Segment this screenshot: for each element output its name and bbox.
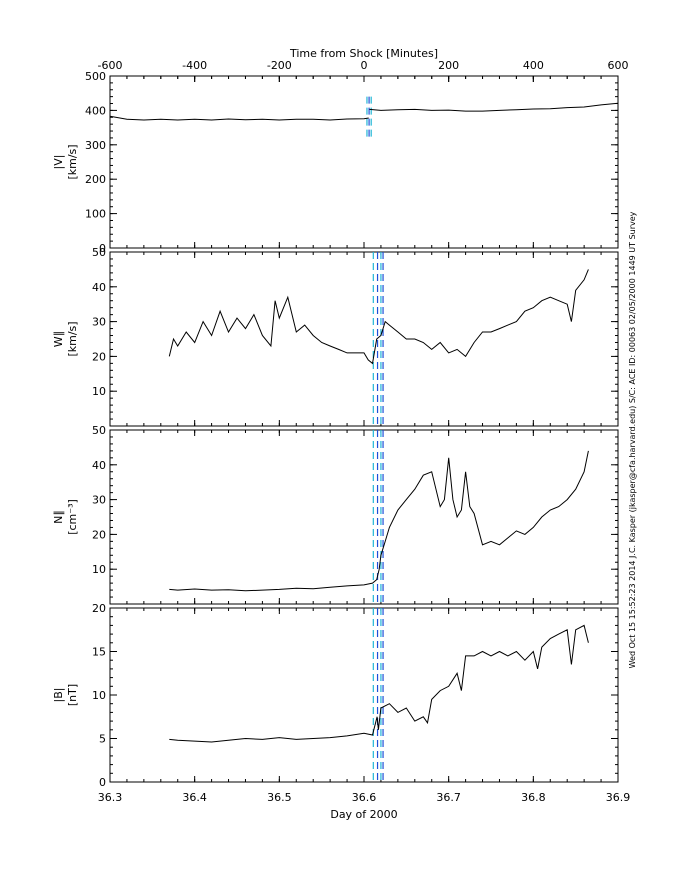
panel-frame: [109, 75, 619, 249]
panel-frame: [109, 251, 619, 427]
series-line-w: [168, 269, 589, 365]
y-axis-unit: [km/s]: [66, 144, 79, 179]
bottom-tick-label: 36.6: [352, 791, 377, 804]
bottom-axis-title: Day of 2000: [330, 808, 397, 821]
top-tick-label: 600: [608, 59, 629, 72]
series-line-b: [169, 624, 589, 743]
y-tick-label: 20: [92, 350, 106, 363]
panel-frame: [109, 607, 619, 783]
bottom-tick-label: 36.8: [521, 791, 546, 804]
side-annotation: Wed Oct 15 15:52:23 2014 J.C. Kasper (jk…: [628, 211, 637, 668]
y-axis-label: W∥: [52, 331, 65, 347]
y-tick-label: 0: [99, 242, 106, 255]
y-tick-label: 100: [85, 208, 106, 221]
y-tick-label: 10: [92, 385, 106, 398]
bottom-tick-label: 36.4: [182, 791, 207, 804]
y-tick-label: 20: [92, 602, 106, 615]
y-tick-label: 15: [92, 646, 106, 659]
bottom-day-axis: 36.3 36.4 36.5 36.6 36.7 36.8 36.9: [98, 791, 631, 804]
panel-v: 0 100 200 300 400 500 |V| [km/s]: [52, 70, 619, 255]
bottom-tick-label: 36.5: [267, 791, 292, 804]
series-line-n: [169, 450, 589, 592]
top-axis-title: Time from Shock [Minutes]: [289, 47, 438, 60]
y-axis-label: N∥: [52, 510, 65, 524]
top-tick-label: 200: [438, 59, 459, 72]
top-tick-label: -400: [182, 59, 207, 72]
y-axis-unit: [nT]: [66, 684, 79, 706]
y-tick-label: 40: [92, 281, 106, 294]
y-tick-label: 50: [92, 246, 106, 259]
series-line-v: [369, 102, 619, 112]
bottom-tick-label: 36.3: [98, 791, 123, 804]
y-tick-label: 10: [92, 563, 106, 576]
bottom-tick-label: 36.9: [606, 791, 631, 804]
y-tick-label: 10: [92, 689, 106, 702]
top-time-axis: -600 -400 -200 0 200 400 600: [98, 59, 629, 82]
series-line-v: [109, 115, 369, 121]
y-tick-label: 200: [85, 173, 106, 186]
y-tick-label: 400: [85, 104, 106, 117]
top-tick-label: -200: [267, 59, 292, 72]
y-axis-unit: [km/s]: [66, 321, 79, 356]
top-tick-label: 0: [361, 59, 368, 72]
panel-n: 10 20 30 40 50 N∥ [cm⁻³]: [52, 424, 619, 605]
y-tick-label: 5: [99, 733, 106, 746]
panel-w: 10 20 30 40 50 W∥ [km/s]: [52, 246, 619, 427]
y-tick-label: 30: [92, 494, 106, 507]
y-tick-label: 0: [99, 776, 106, 789]
panel-b: 0 5 10 15 20 |B| [nT]: [52, 602, 619, 789]
top-tick-label: 400: [523, 59, 544, 72]
y-tick-label: 500: [85, 70, 106, 83]
y-tick-label: 300: [85, 139, 106, 152]
y-tick-label: 30: [92, 316, 106, 329]
top-tick-label: -600: [98, 59, 123, 72]
y-tick-label: 20: [92, 528, 106, 541]
y-axis-unit: [cm⁻³]: [66, 499, 79, 535]
y-axis-label: |B|: [52, 688, 65, 703]
bottom-tick-label: 36.7: [436, 791, 461, 804]
y-tick-label: 50: [92, 424, 106, 437]
y-tick-label: 40: [92, 459, 106, 472]
y-axis-label: |V|: [52, 155, 65, 170]
